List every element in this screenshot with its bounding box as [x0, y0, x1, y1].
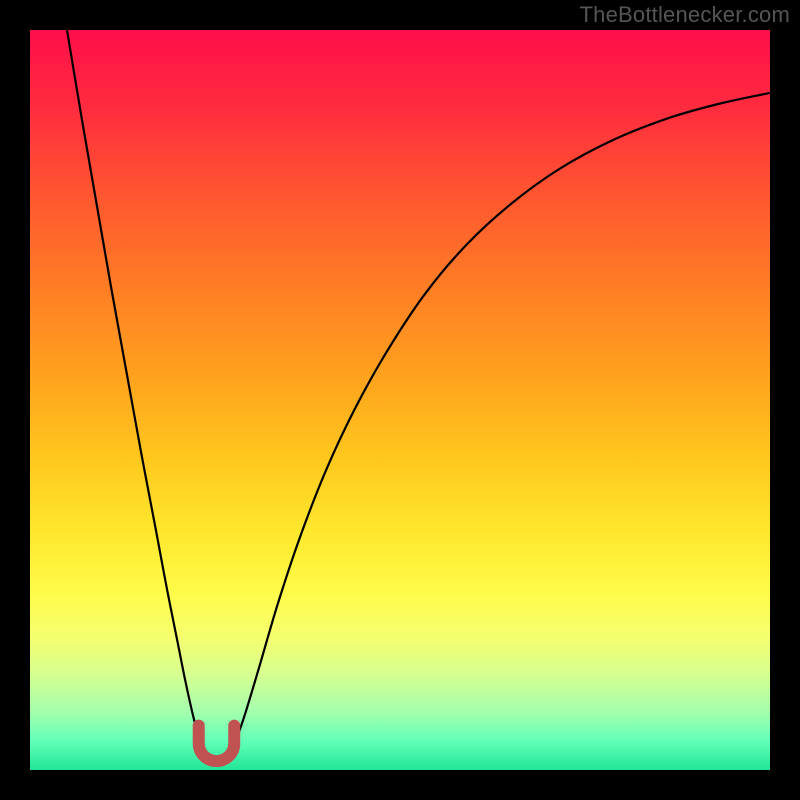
- chart-background: [30, 30, 770, 770]
- chart-container: TheBottlenecker.com: [0, 0, 800, 800]
- bottleneck-chart: [0, 0, 800, 800]
